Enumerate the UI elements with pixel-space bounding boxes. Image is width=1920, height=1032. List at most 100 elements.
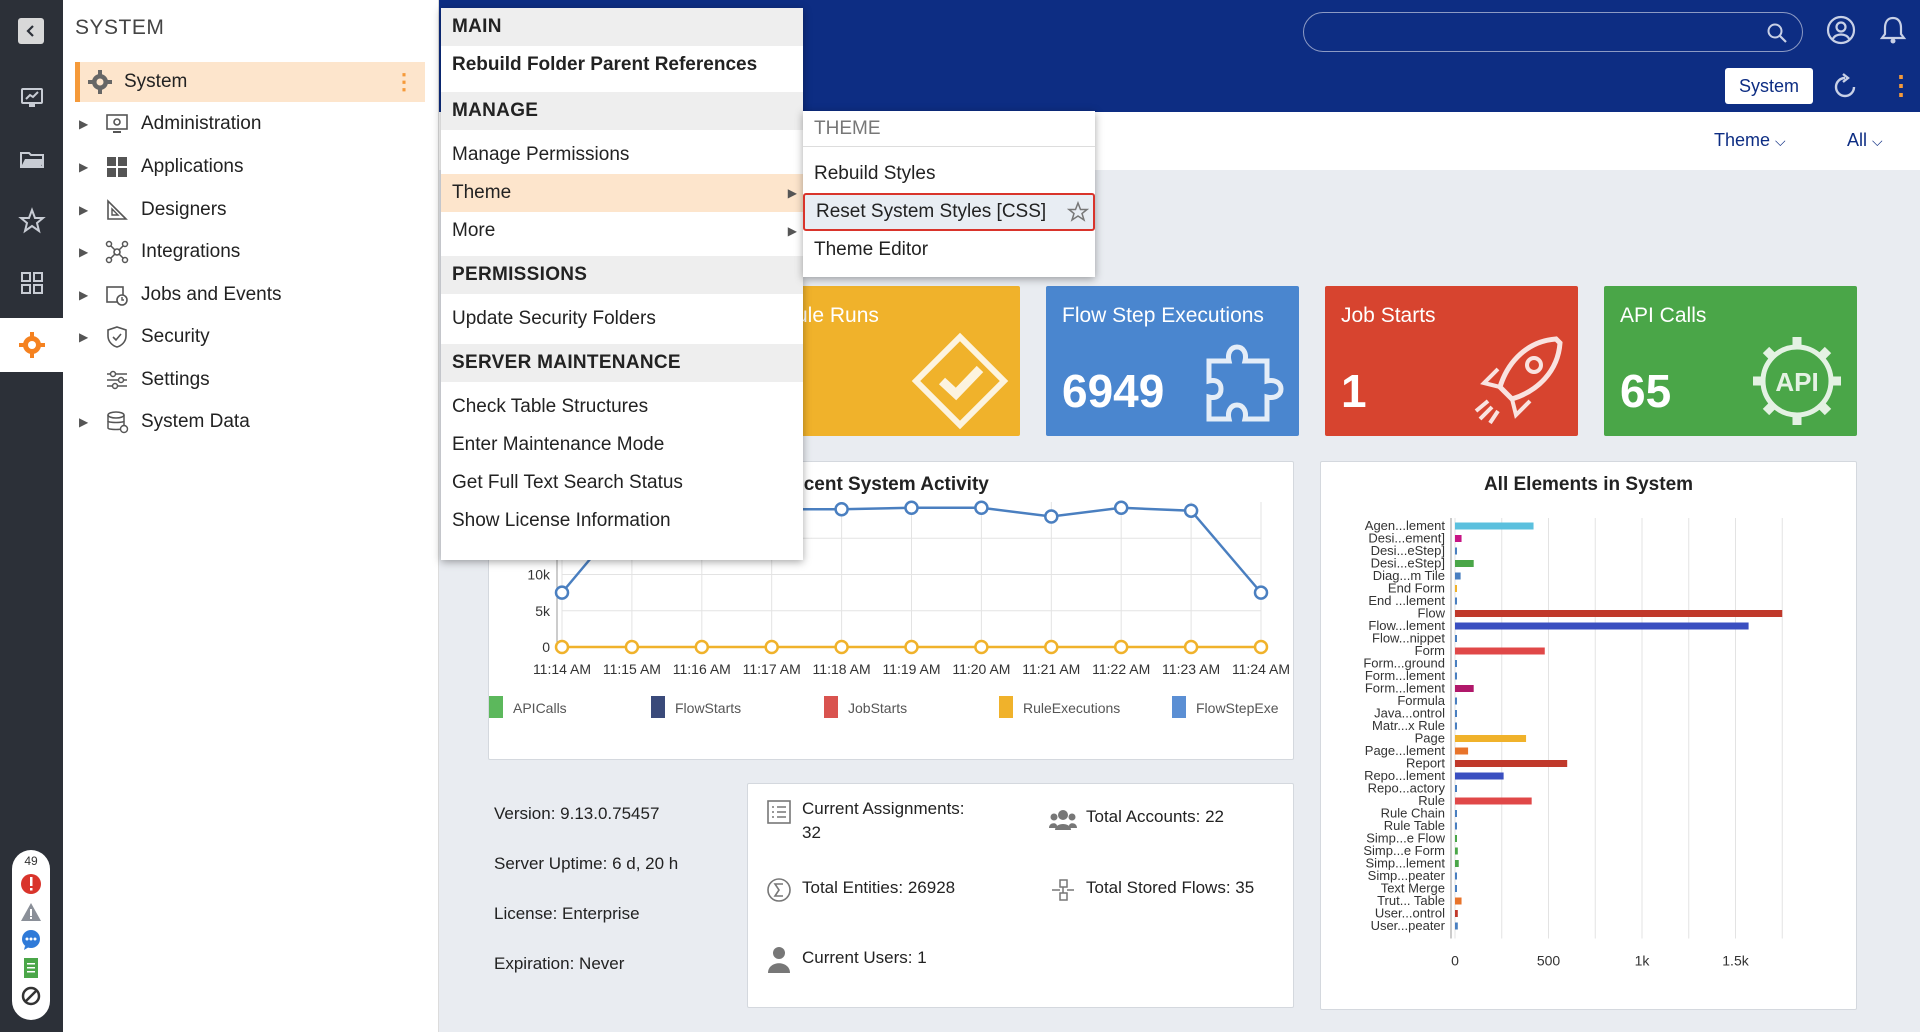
expand-arrow-icon[interactable]: ▶	[79, 288, 89, 302]
menu-item-show-license-information[interactable]: Show License Information	[452, 510, 671, 531]
stat-label: Total Accounts: 22	[1086, 807, 1224, 826]
expand-arrow-icon[interactable]: ▶	[79, 117, 89, 131]
tree-item-system-data[interactable]: ▶ System Data	[75, 402, 425, 442]
category-label: Desi...eStep]	[1371, 556, 1445, 571]
error-icon[interactable]	[19, 872, 43, 896]
category-label: Agen...lement	[1365, 518, 1446, 533]
tree-item-security[interactable]: ▶ Security	[75, 317, 425, 357]
sigma-icon	[764, 875, 794, 905]
refresh-icon[interactable]	[1830, 72, 1860, 107]
menu-item-theme-editor[interactable]: Theme Editor	[814, 239, 929, 260]
stat-current-users: Current Users: 1	[764, 944, 927, 974]
kebab-menu-icon[interactable]: ⋮	[1888, 70, 1914, 100]
category-label: Flow	[1418, 606, 1446, 621]
expand-arrow-icon[interactable]: ▶	[79, 160, 89, 174]
bar	[1455, 822, 1457, 830]
menu-item-rebuild-folder-parent-references[interactable]: Rebuild Folder Parent References	[452, 54, 758, 75]
bar	[1455, 697, 1457, 705]
bar	[1455, 897, 1462, 905]
menu-item-enter-maintenance-mode[interactable]: Enter Maintenance Mode	[452, 434, 665, 455]
user-icon	[764, 944, 794, 974]
tree-item-administration[interactable]: ▶ Administration	[75, 104, 425, 144]
expand-arrow-icon[interactable]: ▶	[79, 203, 89, 217]
bell-icon[interactable]	[1878, 14, 1908, 51]
data-point	[1183, 639, 1199, 655]
y-tick-label: 5k	[535, 603, 551, 619]
license-text: License: Enterprise	[494, 904, 640, 923]
tile-title: API Calls	[1620, 304, 1707, 327]
menu-item-update-security-folders[interactable]: Update Security Folders	[452, 308, 656, 329]
tile-api-calls[interactable]: API Calls 65 API	[1604, 286, 1857, 436]
system-button[interactable]: System	[1725, 68, 1813, 104]
data-point	[554, 585, 570, 600]
submenu-header: THEME	[803, 111, 1095, 147]
tree-item-applications[interactable]: ▶ Applications	[75, 147, 425, 187]
bar	[1455, 797, 1532, 805]
bar	[1455, 835, 1457, 842]
apps-grid-icon[interactable]	[0, 256, 63, 310]
user-account-icon[interactable]	[1825, 14, 1857, 51]
shield-icon	[103, 323, 131, 351]
gear-icon[interactable]	[0, 318, 63, 372]
bar	[1455, 747, 1469, 755]
tile-value: 1	[1341, 365, 1367, 417]
document-icon[interactable]	[19, 956, 43, 980]
category-label: Simp...lement	[1366, 856, 1446, 871]
menu-item-check-table-structures[interactable]: Check Table Structures	[452, 396, 649, 417]
tools-icon[interactable]	[19, 984, 43, 1008]
expand-arrow-icon[interactable]: ▶	[79, 330, 89, 344]
tile-rule-runs[interactable]: ule Runs	[780, 286, 1020, 436]
menu-item-theme[interactable]: Theme ▶	[441, 174, 803, 212]
svg-text:API: API	[1775, 367, 1818, 397]
gear-icon	[86, 68, 114, 96]
bar	[1455, 572, 1461, 580]
tree-item-settings[interactable]: Settings	[75, 360, 425, 400]
warning-icon[interactable]	[19, 900, 43, 924]
chat-icon[interactable]	[19, 928, 43, 952]
x-tick-label: 11:24 AM	[1232, 661, 1290, 677]
menu-item-reset-system-styles[interactable]: Reset System Styles [CSS]	[803, 193, 1095, 231]
database-icon	[103, 408, 131, 436]
menu-item-rebuild-styles[interactable]: Rebuild Styles	[814, 163, 936, 184]
stat-label: Current Users: 1	[802, 948, 927, 967]
category-label: User...ontrol	[1375, 906, 1445, 921]
menu-item-manage-permissions[interactable]: Manage Permissions	[452, 144, 630, 165]
tree-item-label: System	[124, 71, 188, 92]
all-dropdown[interactable]: All ⌵	[1847, 130, 1883, 150]
folder-icon[interactable]	[0, 132, 63, 186]
tree-item-jobs-and-events[interactable]: ▶ Jobs and Events	[75, 275, 425, 315]
data-point	[554, 639, 570, 655]
stat-total-stored-flows: Total Stored Flows: 35	[1048, 875, 1254, 905]
expiration-text: Expiration: Never	[494, 954, 625, 973]
y-tick-label: 0	[542, 639, 550, 655]
category-label: Matr...x Rule	[1372, 718, 1445, 733]
bar	[1455, 672, 1457, 680]
tile-job-starts[interactable]: Job Starts 1	[1325, 286, 1578, 436]
category-label: Flow...nippet	[1372, 631, 1445, 646]
panel-title: ecent System Activity	[793, 474, 989, 495]
bar	[1455, 610, 1783, 617]
theme-dropdown[interactable]: Theme ⌵	[1714, 130, 1786, 150]
menu-item-get-full-text-search-status[interactable]: Get Full Text Search Status	[452, 472, 683, 493]
expand-arrow-icon[interactable]: ▶	[79, 245, 89, 259]
tree-item-designers[interactable]: ▶ Designers	[75, 190, 425, 230]
data-point	[1253, 639, 1269, 655]
kebab-menu-icon[interactable]: ⋮	[393, 69, 415, 94]
tree-item-integrations[interactable]: ▶ Integrations	[75, 232, 425, 272]
data-point	[974, 639, 989, 655]
tile-flow-step-executions[interactable]: Flow Step Executions 6949	[1046, 286, 1299, 436]
collapse-icon[interactable]	[18, 18, 44, 44]
menu-item-more[interactable]: More ▶	[452, 220, 797, 241]
search-input[interactable]	[1303, 12, 1803, 52]
dashboard-icon[interactable]	[0, 70, 63, 124]
category-label: User...peater	[1371, 918, 1446, 933]
legend-label: JobStarts	[848, 700, 907, 716]
bar	[1455, 560, 1474, 567]
star-icon[interactable]	[0, 194, 63, 248]
expand-arrow-icon[interactable]: ▶	[79, 415, 89, 429]
tree-item-label: Designers	[141, 199, 227, 220]
tree-item-system[interactable]: System ⋮	[75, 62, 425, 102]
x-tick-label: 11:23 AM	[1162, 661, 1220, 677]
favorite-star-icon[interactable]	[1066, 200, 1090, 229]
tree-item-label: Integrations	[141, 241, 241, 262]
